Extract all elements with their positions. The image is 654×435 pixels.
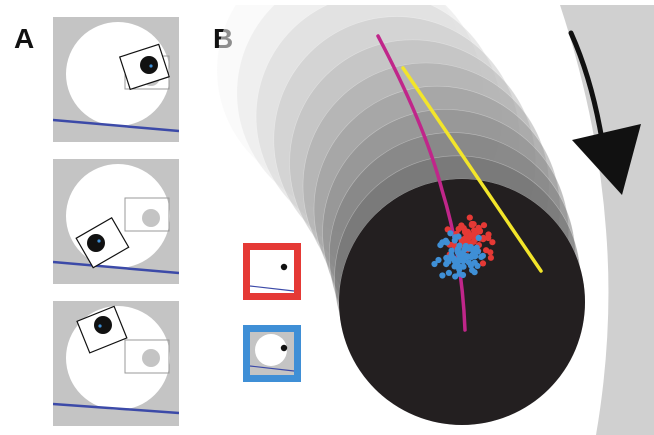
blue-point: [457, 263, 464, 271]
legend-red-target: [280, 263, 288, 271]
red-point: [468, 232, 475, 239]
legend-red-horizon: [249, 285, 295, 292]
panel-b: [216, 5, 654, 435]
blue-point: [435, 256, 442, 264]
black-target: [94, 316, 112, 334]
blue-point: [431, 260, 438, 268]
white-disk: [66, 22, 170, 126]
red-point: [487, 254, 494, 261]
reference-box: [124, 197, 170, 232]
legend-red-inner: [250, 250, 294, 293]
red-point: [461, 235, 468, 242]
legend-blue-target: [280, 344, 288, 352]
reference-target: [142, 349, 160, 367]
blue-point: [448, 252, 455, 259]
blue-point: [478, 253, 485, 260]
fixation-dot: [97, 239, 101, 243]
blue-point: [452, 263, 459, 270]
blue-point: [445, 258, 452, 265]
fixation-dot: [149, 64, 153, 68]
black-target: [87, 234, 105, 252]
blue-point: [460, 258, 467, 265]
red-point: [466, 214, 473, 221]
red-point: [468, 221, 475, 228]
red-point: [480, 222, 488, 229]
gray-arena-edge: [560, 5, 654, 435]
blue-point: [471, 249, 478, 256]
legend-blue-disk: [255, 334, 287, 366]
red-point: [485, 231, 492, 238]
blue-point: [439, 272, 446, 279]
blue-point: [473, 244, 480, 251]
panel-a-frame-1: [53, 17, 179, 142]
blue-point: [443, 239, 450, 246]
panel-a-frame-2: [53, 159, 179, 284]
horizon-line: [53, 260, 179, 275]
horizon-line: [53, 402, 179, 415]
fixation-dot: [98, 324, 102, 328]
legend-blue-condition: [243, 325, 301, 382]
blue-point: [458, 251, 465, 258]
blue-point: [437, 242, 444, 249]
blue-point: [469, 267, 476, 274]
red-point: [479, 260, 487, 267]
legend-red-condition: [243, 243, 301, 300]
red-point: [487, 249, 494, 256]
blue-point: [451, 237, 458, 244]
blue-point: [447, 230, 454, 237]
red-point: [471, 227, 478, 234]
blue-point: [448, 247, 455, 254]
red-point: [489, 239, 496, 246]
red-point: [458, 222, 465, 229]
yellow-trajectory: [401, 66, 543, 273]
blue-point: [452, 273, 459, 280]
blue-point: [465, 259, 472, 266]
blue-point: [475, 234, 482, 241]
blue-point: [455, 233, 462, 240]
blue-point: [459, 271, 467, 279]
red-point: [461, 228, 469, 236]
blue-point: [454, 246, 461, 253]
reference-box: [124, 339, 170, 374]
curved-arrow-icon: [568, 30, 641, 195]
magenta-trajectory: [376, 34, 467, 332]
red-point: [475, 224, 482, 231]
legend-blue-horizon: [249, 365, 295, 372]
blue-point: [471, 259, 478, 266]
horizon-line: [53, 118, 179, 133]
reference-target: [142, 209, 160, 227]
panel-label-a: A: [14, 23, 35, 54]
blue-point: [445, 269, 452, 276]
blue-point-cloud: [431, 230, 486, 280]
black-target: [140, 56, 158, 74]
panel-a-frame-3: [53, 301, 179, 426]
